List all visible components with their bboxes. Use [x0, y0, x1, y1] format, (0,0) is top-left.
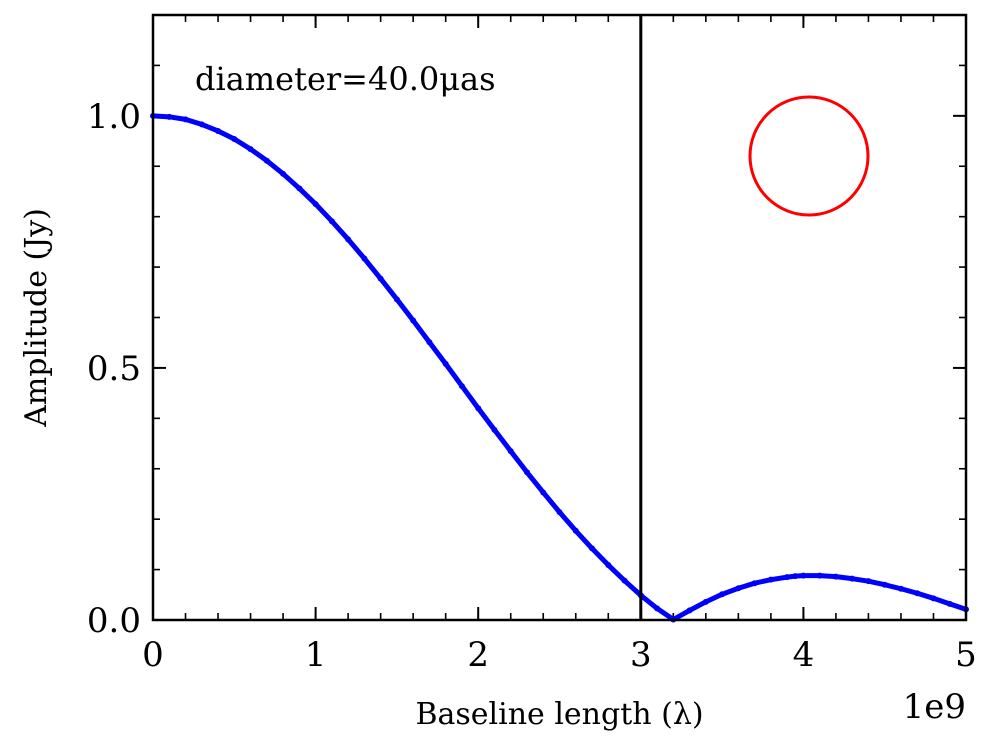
data-point: [247, 146, 254, 153]
data-point: [930, 595, 937, 602]
data-point: [312, 201, 319, 208]
data-point: [361, 255, 368, 262]
data-point: [654, 605, 661, 612]
data-point: [572, 527, 579, 534]
x-tick-label: 2: [467, 635, 489, 675]
data-point: [540, 489, 547, 496]
data-point: [328, 218, 335, 225]
data-point: [767, 576, 774, 583]
y-axis-label: Amplitude (Jy): [19, 208, 54, 428]
data-point: [735, 585, 742, 592]
data-point: [345, 236, 352, 243]
data-point: [231, 136, 238, 143]
data-point: [215, 127, 222, 134]
data-point: [849, 575, 856, 582]
data-point: [507, 448, 514, 455]
x-tick-label: 3: [630, 635, 652, 675]
y-tick-labels: 0.0 0.5 1.0: [87, 97, 141, 641]
data-point: [393, 296, 400, 303]
data-point: [784, 574, 791, 581]
data-point: [816, 572, 823, 579]
data-point: [475, 405, 482, 412]
data-point: [589, 545, 596, 552]
data-point: [621, 577, 628, 584]
axes-frame: [151, 13, 968, 622]
data-point: [166, 113, 173, 120]
inset-circle-icon: [748, 95, 870, 217]
x-tick-label: 0: [142, 635, 164, 675]
data-point: [280, 170, 287, 177]
data-point: [198, 121, 205, 128]
data-point: [491, 426, 498, 433]
diameter-annotation: diameter=40.0μas: [195, 60, 496, 98]
x-offset-label: 1e9: [903, 687, 966, 727]
y-tick-label: 0.0: [87, 601, 141, 641]
data-point: [263, 157, 270, 164]
x-tick-label: 5: [955, 635, 977, 675]
y-tick-label: 0.5: [87, 349, 141, 389]
data-point: [897, 585, 904, 592]
data-point: [605, 562, 612, 569]
data-point: [751, 580, 758, 587]
data-point: [458, 383, 465, 390]
data-point: [296, 185, 303, 192]
data-point: [865, 578, 872, 585]
data-point: [556, 509, 563, 516]
plot-series: [150, 112, 969, 623]
y-tick-label: 1.0: [87, 97, 141, 137]
data-point: [946, 600, 953, 607]
data-point: [523, 469, 530, 476]
data-point: [702, 598, 709, 605]
data-point: [182, 116, 189, 123]
data-point: [686, 607, 693, 614]
data-point: [914, 590, 921, 597]
data-point: [832, 573, 839, 580]
data-point: [377, 275, 384, 282]
series-line: [150, 113, 969, 622]
data-point: [800, 572, 807, 579]
data-point: [426, 339, 433, 346]
data-point: [719, 591, 726, 598]
data-point: [410, 317, 417, 324]
minor-ticks: [152, 14, 967, 621]
data-point: [792, 573, 799, 580]
major-ticks: [152, 15, 967, 621]
data-point: [442, 360, 449, 367]
data-point: [881, 581, 888, 588]
x-tick-label: 4: [793, 635, 815, 675]
x-tick-labels: 0 1 2 3 4 5: [142, 635, 977, 675]
x-tick-label: 1: [305, 635, 327, 675]
x-axis-label: Baseline length (λ): [415, 697, 703, 732]
